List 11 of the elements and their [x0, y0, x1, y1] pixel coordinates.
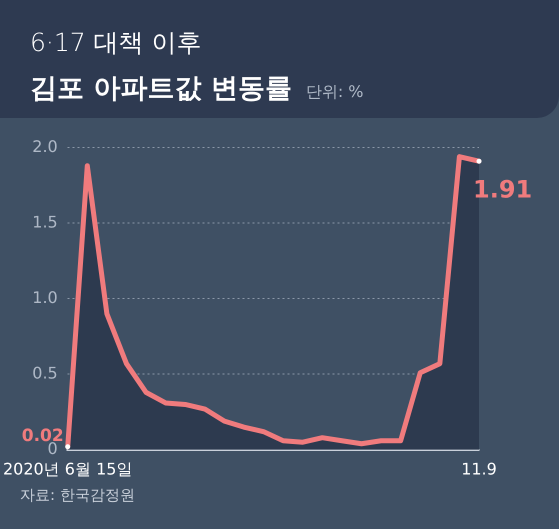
chart-title: 김포 아파트값 변동률 [30, 73, 292, 104]
text: 자료: 한국감정원 [20, 486, 135, 505]
chart-subtitle: 6·17 대책 이후 [30, 27, 202, 59]
x-tick-label: 11.9 [461, 460, 497, 479]
y-tick-label: 2.0 [32, 136, 58, 156]
y-tick-label: 1.0 [32, 288, 58, 307]
data-label: 1.91 [473, 175, 532, 204]
y-tick-label: 0.5 [32, 363, 58, 382]
y-tick-label: 1.5 [32, 212, 58, 232]
x-tick-label: 2020년 6월 15일 [2, 460, 132, 479]
text: 단위: % [306, 82, 364, 101]
